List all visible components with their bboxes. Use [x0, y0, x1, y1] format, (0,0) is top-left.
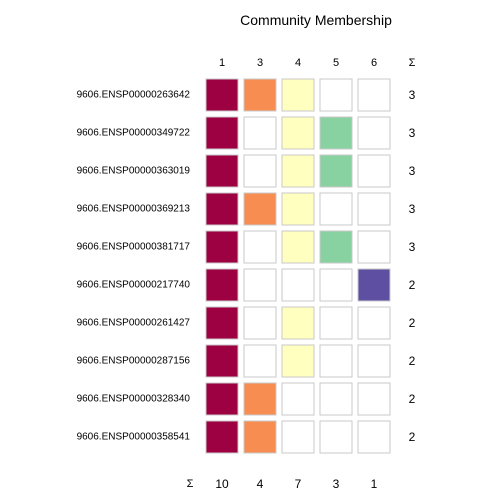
row-sum: 3 [409, 240, 416, 254]
membership-cells [205, 78, 391, 454]
membership-cell-empty [357, 154, 391, 188]
row-sum: 2 [409, 278, 416, 292]
row-label: 9606.ENSP00000328340 [77, 394, 191, 405]
membership-cell-empty [281, 268, 315, 302]
membership-cell-filled [281, 344, 315, 378]
membership-cell-filled [281, 78, 315, 112]
column-header: 6 [371, 57, 377, 69]
membership-cell-empty [281, 420, 315, 454]
chart-title: Community Membership [240, 12, 392, 28]
membership-cell-filled [281, 230, 315, 264]
membership-cell-empty [357, 230, 391, 264]
column-header: 1 [219, 57, 225, 69]
column-sum: 10 [215, 477, 229, 491]
membership-cell-filled [205, 116, 239, 150]
membership-cell-filled [319, 154, 353, 188]
row-label: 9606.ENSP00000263642 [77, 90, 191, 101]
row-sum: 2 [409, 316, 416, 330]
membership-cell-empty [357, 116, 391, 150]
row-label: 9606.ENSP00000363019 [77, 166, 191, 177]
membership-cell-empty [281, 382, 315, 416]
membership-cell-empty [243, 154, 277, 188]
membership-cell-filled [205, 382, 239, 416]
membership-cell-filled [281, 192, 315, 226]
membership-cell-filled [205, 192, 239, 226]
row-sum: 3 [409, 88, 416, 102]
membership-cell-empty [357, 382, 391, 416]
membership-cell-filled [205, 344, 239, 378]
membership-cell-filled [205, 78, 239, 112]
sum-header: Σ [409, 57, 416, 69]
membership-cell-filled [319, 230, 353, 264]
membership-cell-empty [319, 344, 353, 378]
membership-cell-filled [205, 420, 239, 454]
membership-cell-empty [319, 268, 353, 302]
membership-cell-filled [281, 154, 315, 188]
row-label: 9606.ENSP00000381717 [77, 242, 191, 253]
membership-cell-empty [243, 230, 277, 264]
membership-cell-empty [319, 78, 353, 112]
row-sum: 3 [409, 126, 416, 140]
row-labels: 9606.ENSP00000263642 9606.ENSP00000349722… [77, 90, 191, 443]
row-sums: 3 3 3 3 3 2 2 2 2 2 [409, 88, 416, 444]
membership-cell-empty [357, 78, 391, 112]
column-sum: 4 [257, 477, 264, 491]
column-header: 4 [295, 57, 301, 69]
membership-cell-empty [319, 420, 353, 454]
row-label: 9606.ENSP00000369213 [77, 204, 191, 215]
column-sum: 3 [333, 477, 340, 491]
membership-cell-empty [243, 116, 277, 150]
column-sum: 1 [371, 477, 378, 491]
membership-cell-filled [281, 306, 315, 340]
row-sum: 2 [409, 430, 416, 444]
row-label: 9606.ENSP00000287156 [77, 356, 191, 367]
column-header: 5 [333, 57, 339, 69]
membership-cell-filled [243, 420, 277, 454]
column-sum-symbol: Σ [187, 478, 194, 490]
membership-cell-empty [357, 420, 391, 454]
row-sum: 2 [409, 392, 416, 406]
membership-cell-empty [243, 306, 277, 340]
membership-cell-filled [243, 382, 277, 416]
row-label: 9606.ENSP00000349722 [77, 128, 191, 139]
membership-cell-filled [205, 230, 239, 264]
column-sums: Σ 10 4 7 3 1 [187, 477, 378, 491]
membership-cell-filled [205, 268, 239, 302]
membership-cell-filled [205, 154, 239, 188]
membership-cell-empty [357, 306, 391, 340]
membership-cell-empty [319, 192, 353, 226]
membership-cell-filled [357, 268, 391, 302]
column-sum: 7 [295, 477, 302, 491]
column-headers: 1 3 4 5 6 Σ [219, 57, 416, 69]
membership-cell-filled [319, 116, 353, 150]
membership-cell-empty [319, 306, 353, 340]
membership-cell-empty [357, 192, 391, 226]
membership-cell-empty [243, 344, 277, 378]
row-label: 9606.ENSP00000358541 [77, 432, 191, 443]
row-sum: 3 [409, 164, 416, 178]
membership-cell-filled [205, 306, 239, 340]
row-label: 9606.ENSP00000217740 [77, 280, 191, 291]
membership-cell-filled [243, 78, 277, 112]
membership-cell-filled [281, 116, 315, 150]
membership-cell-empty [319, 382, 353, 416]
column-header: 3 [257, 57, 263, 69]
membership-cell-empty [357, 344, 391, 378]
row-sum: 3 [409, 202, 416, 216]
membership-cell-empty [243, 268, 277, 302]
row-sum: 2 [409, 354, 416, 368]
row-label: 9606.ENSP00000261427 [77, 318, 191, 329]
membership-cell-filled [243, 192, 277, 226]
